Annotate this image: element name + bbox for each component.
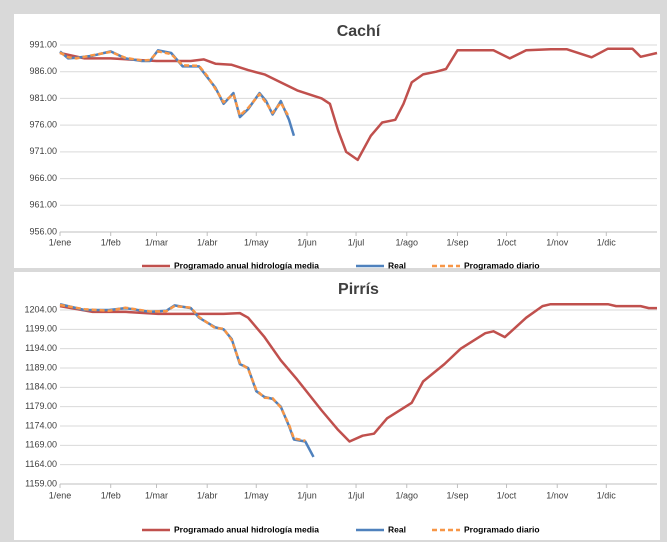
y-tick-label: 956.00 <box>29 226 57 236</box>
legend-label: Programado diario <box>464 524 540 534</box>
x-tick-label: 1/sep <box>446 490 468 500</box>
y-tick-label: 1189.00 <box>25 362 57 372</box>
legend-label: Real <box>388 260 406 270</box>
legend-label: Programado anual hidrología media <box>174 260 319 270</box>
x-tick-label: 1/nov <box>546 237 569 247</box>
x-tick-label: 1/oct <box>497 237 517 247</box>
x-tick-label: 1/feb <box>101 237 121 247</box>
y-tick-label: 981.00 <box>29 93 57 103</box>
x-tick-label: 1/abr <box>197 237 218 247</box>
x-tick-label: 1/ene <box>49 237 72 247</box>
y-tick-label: 1159.00 <box>25 478 57 488</box>
x-tick-label: 1/jun <box>297 237 317 247</box>
y-tick-label: 1184.00 <box>25 382 57 392</box>
y-tick-label: 1194.00 <box>25 343 57 353</box>
series-line <box>59 302 657 443</box>
chart-title: Pirrís <box>338 281 379 298</box>
x-tick-label: 1/mar <box>145 490 168 500</box>
x-tick-label: 1/dic <box>597 237 617 247</box>
y-tick-label: 971.00 <box>29 146 57 156</box>
y-tick-label: 1204.00 <box>24 304 57 314</box>
x-tick-label: 1/feb <box>101 490 121 500</box>
y-tick-label: 1169.00 <box>25 440 57 450</box>
legend-label: Real <box>388 524 406 534</box>
y-tick-label: 1179.00 <box>25 401 57 411</box>
x-tick-label: 1/jul <box>348 490 365 500</box>
legend-label: Programado anual hidrología media <box>174 524 319 534</box>
x-tick-label: 1/may <box>244 237 269 247</box>
x-tick-label: 1/ene <box>49 490 72 500</box>
y-tick-label: 991.00 <box>29 39 57 49</box>
x-tick-label: 1/sep <box>446 237 468 247</box>
legend-label: Programado diario <box>464 260 540 270</box>
x-tick-label: 1/mar <box>145 237 168 247</box>
x-tick-label: 1/jun <box>297 490 317 500</box>
x-tick-label: 1/may <box>244 490 269 500</box>
series-line <box>59 47 658 162</box>
x-tick-label: 1/oct <box>497 490 517 500</box>
panel <box>14 272 660 540</box>
chart-title: Cachí <box>337 23 381 40</box>
y-tick-label: 1174.00 <box>25 420 57 430</box>
y-tick-label: 976.00 <box>29 120 57 130</box>
x-tick-label: 1/abr <box>197 490 218 500</box>
x-tick-label: 1/jul <box>348 237 365 247</box>
x-tick-label: 1/ago <box>395 490 418 500</box>
y-tick-label: 1164.00 <box>25 459 57 469</box>
y-tick-label: 961.00 <box>29 200 57 210</box>
series-line <box>59 303 306 442</box>
x-tick-label: 1/ago <box>395 237 418 247</box>
x-tick-label: 1/nov <box>546 490 569 500</box>
y-tick-label: 966.00 <box>29 173 57 183</box>
x-tick-label: 1/dic <box>597 490 617 500</box>
y-tick-label: 986.00 <box>29 66 57 76</box>
y-tick-label: 1199.00 <box>25 324 57 334</box>
